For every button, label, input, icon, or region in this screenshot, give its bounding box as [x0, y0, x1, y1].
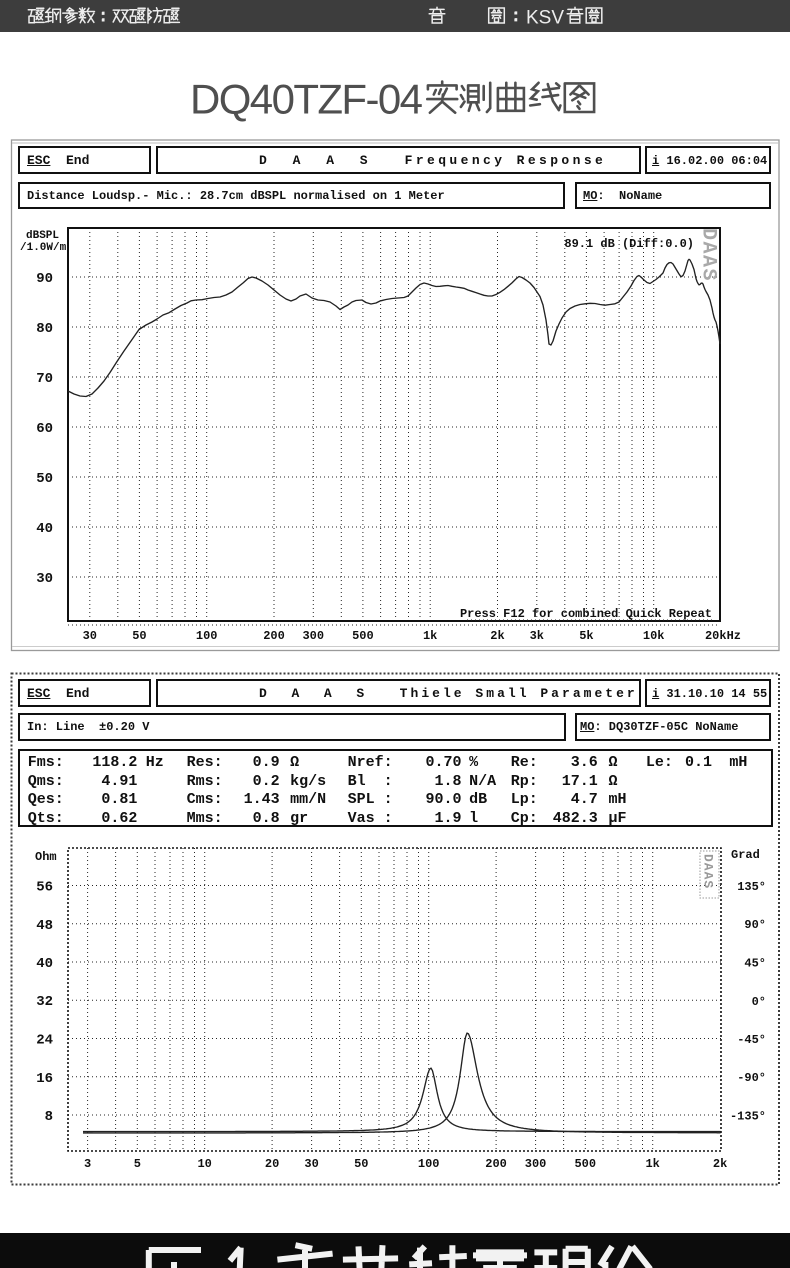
- svg-text:/1.0W/m: /1.0W/m: [20, 242, 67, 254]
- svg-text:40: 40: [36, 956, 53, 972]
- svg-text:DAAS: DAAS: [697, 228, 720, 282]
- svg-text:Press F12 for combined Quick R: Press F12 for combined Quick Repeat: [460, 607, 712, 621]
- svg-text:50: 50: [132, 629, 146, 643]
- svg-text:dBSPL: dBSPL: [26, 230, 59, 242]
- svg-text:0°: 0°: [752, 995, 766, 1009]
- svg-text:30: 30: [304, 1157, 318, 1171]
- svg-text:-45°: -45°: [737, 1033, 766, 1047]
- svg-text:90: 90: [36, 271, 53, 287]
- svg-text:56: 56: [36, 880, 53, 896]
- svg-text:500: 500: [352, 629, 374, 643]
- svg-text:500: 500: [574, 1157, 596, 1171]
- svg-text:5k: 5k: [579, 629, 593, 643]
- svg-text:70: 70: [36, 371, 53, 387]
- svg-text:90°: 90°: [744, 918, 766, 932]
- svg-text:10k: 10k: [643, 629, 665, 643]
- svg-text:2k: 2k: [490, 629, 504, 643]
- svg-text:DAAS: DAAS: [701, 854, 716, 889]
- svg-text:40: 40: [36, 521, 53, 537]
- svg-text:-135°: -135°: [730, 1110, 766, 1124]
- svg-text:30: 30: [36, 571, 53, 587]
- svg-text:200: 200: [485, 1157, 507, 1171]
- svg-text:8: 8: [45, 1109, 53, 1125]
- svg-text:1k: 1k: [645, 1157, 659, 1171]
- svg-text:100: 100: [418, 1157, 440, 1171]
- svg-text:5: 5: [134, 1157, 141, 1171]
- svg-text:50: 50: [354, 1157, 368, 1171]
- svg-text:2k: 2k: [713, 1157, 727, 1171]
- svg-text:Grad: Grad: [731, 848, 760, 862]
- svg-text:KSV: KSV: [526, 8, 564, 29]
- svg-text:45°: 45°: [744, 957, 766, 971]
- svg-text:100: 100: [196, 629, 218, 643]
- svg-text:60: 60: [36, 421, 53, 437]
- svg-text:20kHz: 20kHz: [705, 629, 741, 643]
- svg-text:20: 20: [265, 1157, 279, 1171]
- svg-text:3k: 3k: [530, 629, 544, 643]
- svg-text:300: 300: [302, 629, 324, 643]
- svg-text:50: 50: [36, 471, 53, 487]
- svg-text:200: 200: [263, 629, 285, 643]
- svg-text:135°: 135°: [737, 880, 766, 894]
- svg-text:30: 30: [83, 629, 97, 643]
- svg-text:16: 16: [36, 1071, 53, 1087]
- svg-text:10: 10: [197, 1157, 211, 1171]
- svg-text:32: 32: [36, 994, 53, 1010]
- svg-text:89.1 dB (Diff:0.0): 89.1 dB (Diff:0.0): [564, 237, 694, 251]
- svg-text:300: 300: [525, 1157, 547, 1171]
- svg-text:DQ40TZF-04: DQ40TZF-04: [190, 76, 423, 123]
- svg-text:Ohm: Ohm: [35, 850, 57, 864]
- svg-text:-90°: -90°: [737, 1071, 766, 1085]
- svg-text:1k: 1k: [423, 629, 437, 643]
- svg-text:80: 80: [36, 321, 53, 337]
- svg-text:3: 3: [84, 1157, 91, 1171]
- svg-text:48: 48: [36, 918, 53, 934]
- svg-text:24: 24: [36, 1033, 53, 1049]
